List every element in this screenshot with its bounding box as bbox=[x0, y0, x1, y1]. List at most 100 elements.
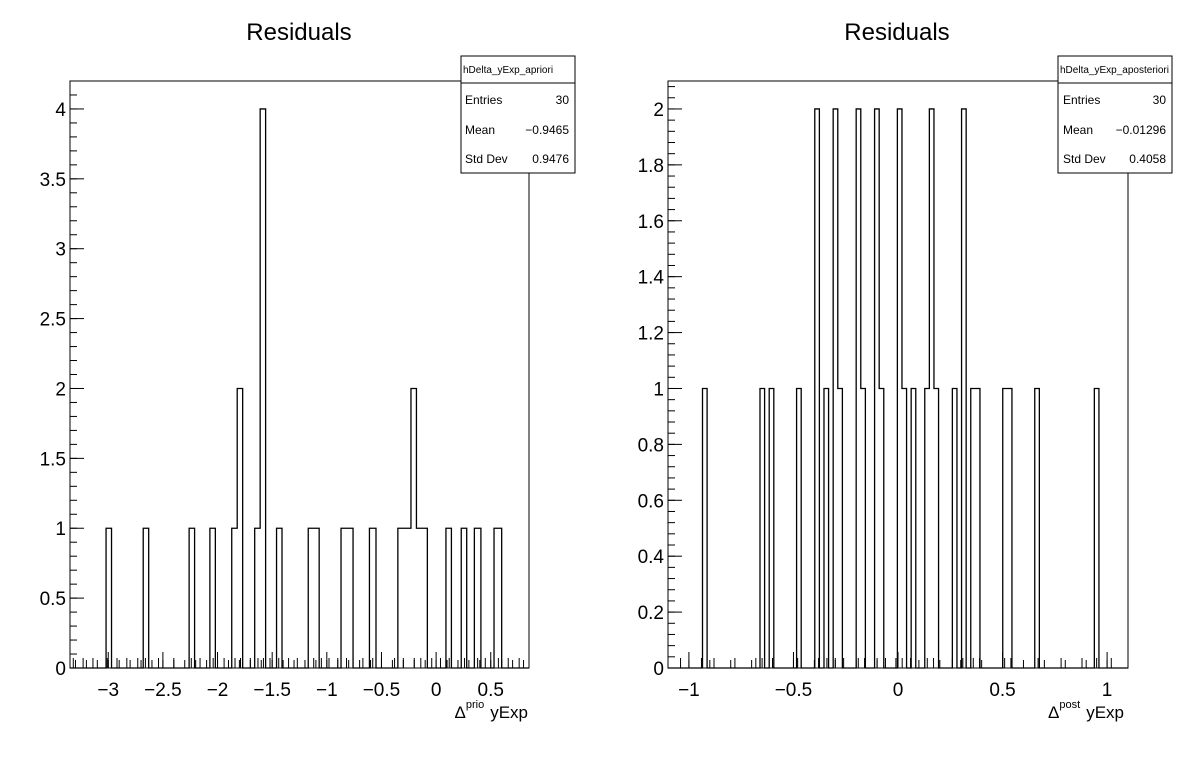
left-stats-entries-label: Entries bbox=[465, 93, 502, 107]
right-x-tick-label: −0.5 bbox=[775, 680, 813, 701]
left-plot-frame bbox=[69, 80, 530, 669]
left-y-axis: 0 0.5 1 1.5 2 2.5 3 3.5 4 bbox=[40, 80, 84, 680]
left-histogram-bin bbox=[232, 528, 237, 668]
left-stats-box: hDelta_yExp_apriori Entries 30 Mean −0.9… bbox=[460, 55, 576, 174]
left-histogram-bin bbox=[237, 388, 242, 668]
right-histogram-bin bbox=[911, 388, 916, 668]
left-histogram-bin bbox=[446, 528, 451, 668]
left-rug-marks bbox=[72, 658, 520, 668]
left-y-tick-label: 0 bbox=[55, 659, 66, 680]
left-stats-mean-label: Mean bbox=[465, 123, 495, 137]
right-histogram-bin bbox=[952, 388, 957, 668]
right-histogram-bin bbox=[838, 388, 843, 668]
left-x-tick-label: −3 bbox=[97, 680, 119, 701]
right-x-tick-label: 1 bbox=[1102, 680, 1113, 701]
right-histogram-bin bbox=[934, 388, 939, 668]
left-histogram-panel: Residuals 0 0.5 1 1.5 2 2.5 3 3.5 4 −3 −2.5 −2 −1.5… bbox=[40, 19, 576, 722]
left-y-tick-label: 0.5 bbox=[40, 589, 66, 610]
left-histogram-bars bbox=[106, 109, 502, 668]
right-stats-entries-label: Entries bbox=[1063, 93, 1100, 107]
left-histogram-bin bbox=[398, 528, 411, 668]
right-histogram-bin bbox=[797, 388, 802, 668]
right-x-axis-label: Δpost yExp bbox=[1048, 699, 1124, 722]
left-y-tick-label: 2 bbox=[55, 379, 66, 400]
left-histogram-bin bbox=[461, 528, 466, 668]
left-histogram-bin bbox=[416, 528, 427, 668]
left-y-tick-label: 3.5 bbox=[40, 170, 66, 191]
right-y-tick-label: 1.6 bbox=[638, 212, 664, 233]
right-histogram-bin bbox=[879, 388, 884, 668]
left-histogram-bin bbox=[189, 528, 194, 668]
right-y-tick-label: 1 bbox=[653, 379, 664, 400]
left-stats-name: hDelta_yExp_apriori bbox=[463, 65, 553, 76]
left-x-tick-label: −0.5 bbox=[363, 680, 401, 701]
left-y-tick-label: 1 bbox=[55, 519, 66, 540]
left-x-tick-label: 0.5 bbox=[478, 680, 504, 701]
right-y-tick-label: 0.2 bbox=[638, 603, 664, 624]
right-y-tick-label: 0.8 bbox=[638, 435, 664, 456]
right-histogram-bin bbox=[875, 109, 880, 668]
right-stats-mean-label: Mean bbox=[1063, 123, 1093, 137]
right-stats-box: hDelta_yExp_aposteriori Entries 30 Mean … bbox=[1057, 55, 1173, 174]
left-x-tick-label: −1 bbox=[316, 680, 338, 701]
right-histogram-bin bbox=[760, 388, 765, 668]
right-stats-stddev-value: 0.4058 bbox=[1129, 152, 1166, 166]
left-x-axis: −3 −2.5 −2 −1.5 −1 −0.5 0 0.5 bbox=[74, 652, 525, 701]
left-histogram-bin bbox=[411, 388, 416, 668]
right-x-tick-label: −1 bbox=[678, 680, 700, 701]
right-histogram-outline bbox=[668, 108, 1128, 669]
right-stats-entries-value: 30 bbox=[1153, 93, 1167, 107]
left-histogram-bin bbox=[277, 528, 282, 668]
left-histogram-bin bbox=[308, 528, 319, 668]
right-histogram-bin bbox=[902, 388, 907, 668]
right-histogram-bin bbox=[1007, 388, 1012, 668]
right-x-tick-label: 0 bbox=[893, 680, 904, 701]
left-histogram-bin bbox=[494, 528, 502, 668]
left-y-tick-label: 3 bbox=[55, 240, 66, 261]
left-histogram-bin bbox=[341, 528, 353, 668]
right-y-tick-label: 0 bbox=[653, 659, 664, 680]
left-stats-stddev-label: Std Dev bbox=[465, 152, 508, 166]
right-histogram-bin bbox=[824, 388, 829, 668]
left-y-tick-label: 4 bbox=[55, 100, 66, 121]
left-stats-mean-value: −0.9465 bbox=[525, 123, 569, 137]
left-histogram-bin bbox=[474, 528, 481, 668]
right-histogram-bin bbox=[1003, 388, 1008, 668]
left-stats-stddev-value: 0.9476 bbox=[532, 152, 569, 166]
right-histogram-bin bbox=[833, 109, 838, 668]
left-x-tick-label: −1.5 bbox=[253, 680, 291, 701]
left-y-tick-label: 1.5 bbox=[40, 449, 66, 470]
right-histogram-bin bbox=[925, 388, 930, 668]
right-histogram-bin bbox=[703, 388, 708, 668]
right-stats-stddev-label: Std Dev bbox=[1063, 152, 1106, 166]
right-histogram-bin bbox=[971, 388, 976, 668]
right-y-tick-label: 0.4 bbox=[638, 547, 665, 568]
right-y-tick-label: 2 bbox=[653, 100, 664, 121]
right-histogram-bin bbox=[1094, 388, 1099, 668]
right-y-tick-label: 0.6 bbox=[638, 491, 664, 512]
right-histogram-bin bbox=[1035, 388, 1040, 668]
right-histogram-bin bbox=[815, 109, 820, 668]
right-stats-name: hDelta_yExp_aposteriori bbox=[1060, 65, 1169, 76]
left-histogram-outline bbox=[70, 108, 529, 669]
right-histogram-panel: Residuals 0 0.2 0.4 0.6 0.8 1 1.2 1.4 1.6 1.8 2 −1… bbox=[638, 19, 1173, 722]
right-histogram-bin bbox=[962, 109, 967, 668]
left-histogram-bin bbox=[369, 528, 376, 668]
left-histogram-bin bbox=[143, 528, 148, 668]
left-stats-entries-value: 30 bbox=[556, 93, 570, 107]
left-histogram-bin bbox=[260, 109, 265, 668]
left-histogram-bin bbox=[210, 528, 215, 668]
right-rug-marks bbox=[680, 658, 1112, 668]
right-x-tick-label: 0.5 bbox=[989, 680, 1015, 701]
right-y-axis: 0 0.2 0.4 0.6 0.8 1 1.2 1.4 1.6 1.8 2 bbox=[638, 86, 682, 680]
left-x-tick-label: −2.5 bbox=[144, 680, 182, 701]
right-histogram-bin bbox=[856, 109, 861, 668]
right-histogram-bin bbox=[975, 388, 980, 668]
right-stats-mean-value: −0.01296 bbox=[1116, 123, 1167, 137]
left-histogram-bin bbox=[255, 528, 260, 668]
right-histogram-bin bbox=[861, 388, 866, 668]
left-y-tick-label: 2.5 bbox=[40, 310, 66, 331]
right-y-tick-label: 1.4 bbox=[638, 268, 665, 289]
right-chart-title: Residuals bbox=[844, 19, 949, 46]
